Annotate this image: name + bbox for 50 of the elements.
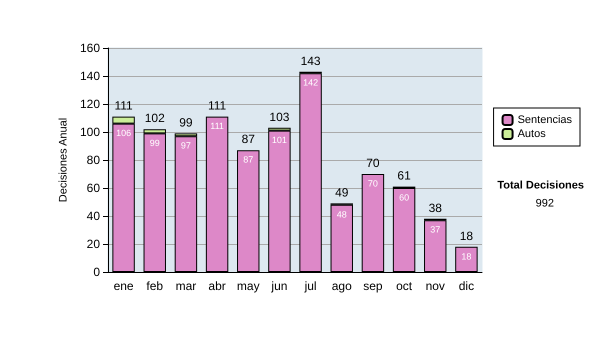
data-label: 18 <box>461 251 472 262</box>
text: Total Decisiones <box>497 180 584 192</box>
y-tick-label: 160 <box>80 41 100 55</box>
data-label: 97 <box>180 140 191 151</box>
data-label: 87 <box>243 154 254 165</box>
y-tick-label: 80 <box>86 153 100 167</box>
total-label: 18 <box>460 228 474 243</box>
data-label: 111 <box>210 121 224 132</box>
data-label: 70 <box>368 178 378 188</box>
x-tick-label: ene <box>114 279 134 293</box>
y-tick-label: 140 <box>80 69 100 83</box>
total-label: 49 <box>335 185 349 200</box>
total-label: 70 <box>366 156 380 170</box>
data-label: 37 <box>430 224 440 235</box>
total-label: 143 <box>300 54 321 68</box>
x-tick-label: abr <box>208 279 226 293</box>
x-tick-label: ago <box>332 279 352 293</box>
text: 992 <box>536 198 554 210</box>
data-label: 99 <box>150 138 160 148</box>
x-tick-label: mar <box>176 279 196 293</box>
y-tick-label: 20 <box>86 237 100 251</box>
x-tick-label: sep <box>363 279 383 293</box>
x-tick-label: jul <box>304 279 317 293</box>
legend-label: Autos <box>518 128 546 140</box>
x-tick-label: oct <box>396 279 413 293</box>
y-tick-label: 100 <box>80 125 100 139</box>
x-tick-label: nov <box>426 279 445 293</box>
y-axis-title: Decisiones Anual <box>58 118 70 202</box>
y-tick-label: 60 <box>86 181 100 195</box>
data-label: 106 <box>116 128 132 138</box>
data-label: 60 <box>399 192 410 202</box>
y-tick-label: 120 <box>80 97 100 111</box>
data-label: 101 <box>272 135 287 146</box>
total-label: 38 <box>428 200 442 215</box>
x-tick-label: may <box>236 279 260 293</box>
y-tick-label: 40 <box>86 209 100 223</box>
data-label: 48 <box>336 209 347 220</box>
total-label: 61 <box>397 168 412 183</box>
total-label: 102 <box>144 111 166 126</box>
x-tick-label: jun <box>270 279 288 293</box>
legend-label: Sentencias <box>518 114 572 126</box>
total-label: 103 <box>269 110 290 124</box>
y-tick-label: 0 <box>93 265 100 279</box>
x-tick-label: dic <box>458 279 474 293</box>
x-tick-label: feb <box>146 279 164 293</box>
total-label: 111 <box>208 98 227 113</box>
total-label: 99 <box>179 115 193 130</box>
data-label: 142 <box>303 78 318 88</box>
total-label: 87 <box>242 132 256 146</box>
total-label: 111 <box>114 98 134 113</box>
